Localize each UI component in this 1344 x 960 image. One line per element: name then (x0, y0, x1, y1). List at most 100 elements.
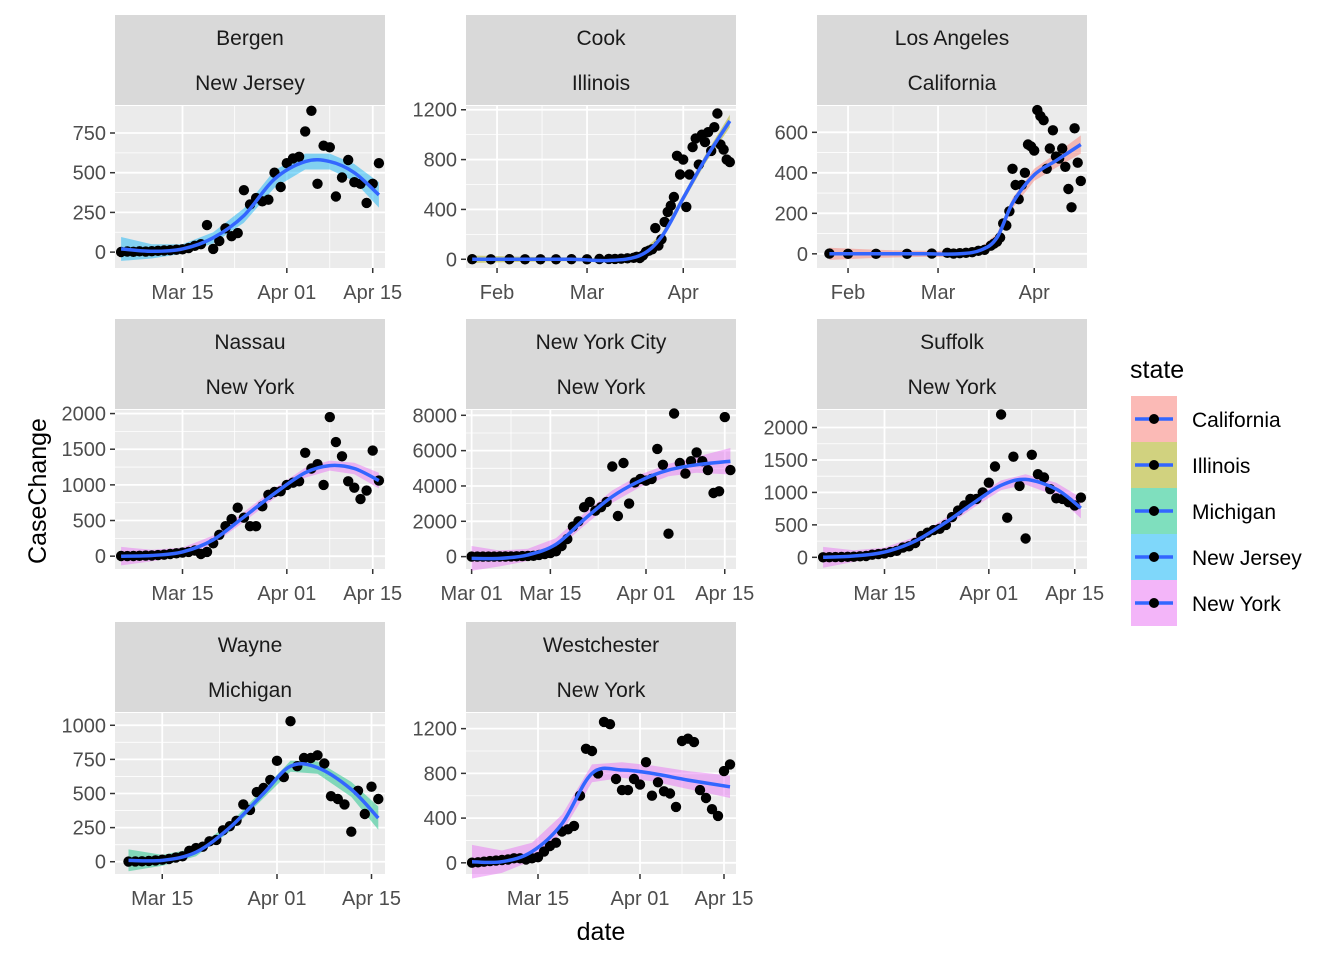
y-tick-label: 2000 (413, 511, 458, 533)
data-point (618, 457, 629, 469)
data-point (300, 447, 311, 458)
strip-state-label: California (908, 72, 997, 95)
x-tick-label: Apr 15 (1045, 583, 1104, 605)
strip-state-bg (817, 364, 1087, 409)
strip-county-bg (115, 622, 385, 667)
data-point (226, 513, 237, 525)
data-point (1057, 143, 1068, 154)
legend-label: New Jersey (1192, 547, 1302, 570)
data-point (586, 745, 598, 757)
y-tick-label: 800 (424, 150, 457, 172)
data-point (1007, 163, 1018, 174)
smooth-line (472, 120, 732, 263)
data-point (1060, 161, 1071, 172)
x-tick-label: Mar 15 (131, 888, 193, 910)
data-point (670, 801, 682, 813)
y-tick-label: 0 (446, 853, 457, 875)
data-point (263, 194, 274, 205)
data-point (584, 496, 595, 508)
data-point (232, 227, 243, 239)
data-point (359, 808, 370, 820)
x-tick-label: Apr 01 (617, 583, 676, 605)
y-axis-title: CaseChange (24, 418, 52, 564)
data-point (1072, 157, 1083, 168)
legend-key-point (1149, 460, 1159, 470)
data-point (208, 243, 219, 255)
strip-county-bg (115, 15, 385, 60)
data-point (343, 154, 354, 166)
smooth-line (823, 477, 1082, 560)
data-point (355, 493, 366, 505)
y-tick-label: 250 (73, 818, 106, 840)
data-point (646, 790, 658, 801)
y-tick-label: 4000 (413, 476, 458, 498)
x-tick-label: Apr (1019, 282, 1050, 304)
facet-panels: Bergen New Jersey 0 250 500 750 Mar 15 Apr 01 Ap… (62, 15, 1104, 910)
x-axis-title: date (577, 918, 626, 946)
data-point (652, 777, 664, 788)
data-point (622, 784, 634, 796)
data-point (700, 792, 712, 804)
facet-panel: Westchester New York 0 400 800 1200 Mar 15 Apr … (413, 622, 753, 910)
data-point (293, 151, 305, 162)
y-tick-label: 0 (95, 852, 106, 874)
y-tick-label: 2000 (764, 418, 809, 440)
strip-state-label: Illinois (572, 72, 630, 95)
strip-state-label: New York (557, 679, 646, 702)
y-tick-label: 1200 (413, 100, 458, 122)
y-tick-label: 400 (775, 163, 808, 185)
data-point (201, 219, 213, 231)
data-point (250, 521, 262, 532)
legend-key-point (1149, 414, 1159, 424)
data-point (1020, 533, 1031, 544)
strip-state-bg (466, 60, 736, 105)
y-tick-label: 200 (775, 203, 808, 225)
y-tick-label: 1500 (764, 450, 809, 472)
y-tick-label: 600 (775, 122, 808, 144)
data-point (1075, 175, 1087, 187)
data-point (367, 445, 378, 456)
data-point (271, 755, 283, 766)
data-point (668, 408, 680, 419)
data-point (680, 468, 691, 479)
y-tick-label: 0 (446, 249, 457, 271)
smooth-line (120, 158, 381, 254)
data-point (1002, 512, 1013, 523)
data-point (201, 546, 213, 558)
data-point (1038, 472, 1050, 483)
data-point (724, 759, 736, 770)
legend-key-point (1149, 506, 1159, 516)
x-tick-label: Mar (570, 282, 605, 304)
data-point (665, 200, 676, 211)
x-tick-label: Apr 01 (611, 888, 670, 910)
panel-background (817, 410, 1087, 569)
strip-county-bg (466, 319, 736, 364)
data-point (319, 758, 330, 769)
x-tick-label: Mar 15 (853, 583, 915, 605)
x-tick-label: Feb (480, 282, 514, 304)
data-point (285, 716, 296, 727)
strip-county-label: Westchester (543, 634, 659, 657)
data-point (349, 482, 360, 493)
facet-panel: Cook Illinois 0 400 800 1200 Feb Mar Apr (413, 15, 736, 304)
data-point (610, 773, 622, 785)
y-tick-label: 500 (73, 163, 106, 185)
x-tick-label: Apr 01 (257, 583, 316, 605)
data-point (1008, 451, 1019, 462)
y-tick-label: 1000 (62, 475, 107, 497)
data-point (238, 185, 250, 196)
data-point (691, 447, 702, 458)
data-point (275, 181, 286, 193)
strip-state-bg (115, 364, 385, 409)
y-tick-label: 750 (73, 123, 106, 145)
x-tick-label: Mar 01 (441, 583, 503, 605)
data-point (719, 411, 730, 423)
y-tick-label: 750 (73, 749, 106, 771)
data-point (604, 719, 616, 730)
strip-state-bg (817, 60, 1087, 105)
strip-county-label: Suffolk (920, 331, 984, 354)
data-point (1026, 449, 1038, 460)
legend-label: New York (1192, 593, 1281, 616)
data-point (324, 142, 335, 153)
data-point (681, 201, 692, 213)
